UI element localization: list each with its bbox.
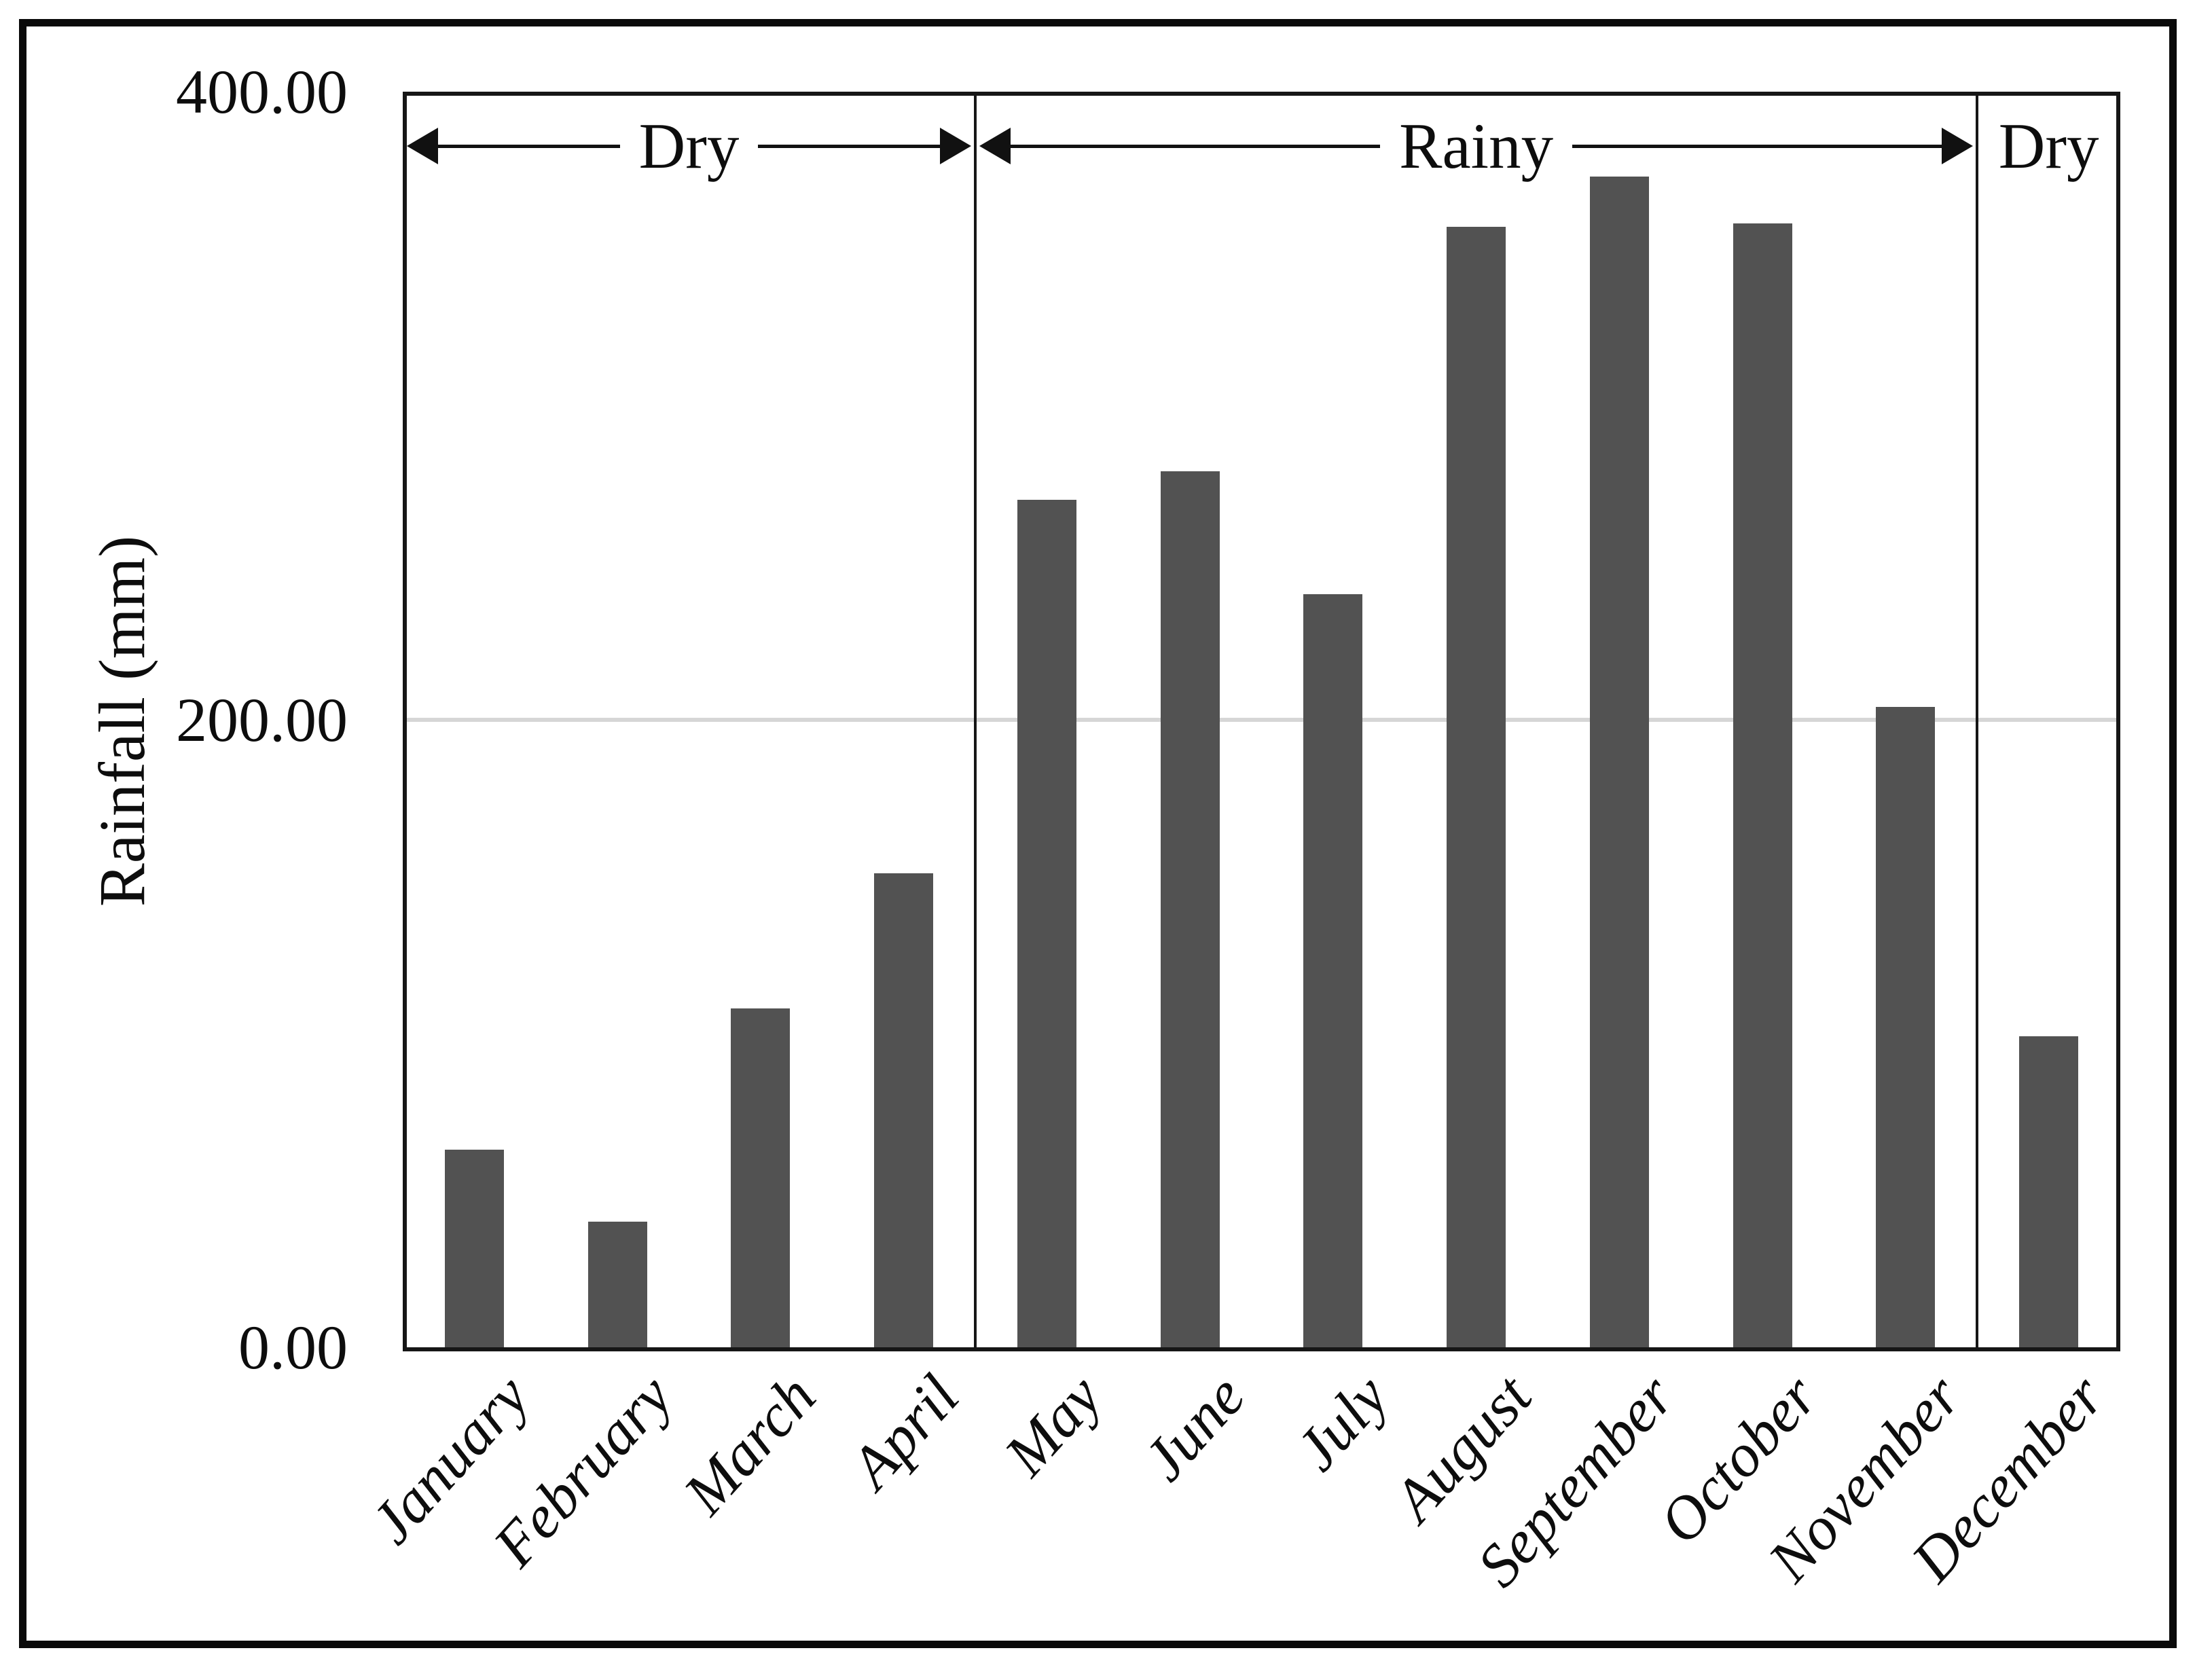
bar-april	[874, 873, 934, 1347]
axis-right	[2116, 92, 2120, 1351]
y-tick-label-0: 0.00	[238, 1313, 348, 1382]
season-annotation-rainy: Rainy	[979, 109, 1974, 183]
bar-july	[1303, 594, 1363, 1347]
bar-february	[587, 1222, 647, 1347]
arrow-shaft	[1011, 144, 1381, 148]
season-label: Dry	[1998, 110, 2099, 182]
axis-left	[403, 92, 407, 1351]
season-divider	[1976, 92, 1979, 1351]
bar-may	[1017, 499, 1076, 1347]
axis-bottom	[403, 1347, 2120, 1351]
bar-august	[1447, 226, 1506, 1347]
bar-october	[1733, 223, 1792, 1347]
arrow-shaft	[438, 144, 620, 148]
y-tick-label-200: 200.00	[176, 685, 348, 754]
season-divider	[974, 92, 977, 1351]
season-annotation-dry-late: Dry	[1977, 109, 2120, 183]
arrow-right-icon	[940, 128, 971, 164]
bar-march	[731, 1008, 791, 1347]
arrow-left-icon	[979, 128, 1011, 164]
bar-november	[1876, 707, 1936, 1347]
y-tick-label-400: 400.00	[176, 57, 348, 126]
season-annotation-dry-early: Dry	[407, 109, 971, 183]
plot-area	[403, 92, 2120, 1351]
arrow-left-icon	[407, 128, 438, 164]
season-label: Dry	[638, 110, 740, 182]
arrow-shaft	[758, 144, 940, 148]
axis-top	[403, 92, 2120, 96]
bar-june	[1160, 471, 1220, 1347]
bar-september	[1589, 176, 1649, 1347]
gridline-200	[403, 717, 2120, 722]
arrow-right-icon	[1942, 128, 1974, 164]
bar-january	[444, 1149, 504, 1347]
arrow-shaft	[1572, 144, 1942, 148]
figure-border	[19, 19, 2177, 1648]
season-label: Rainy	[1399, 110, 1554, 182]
bar-december	[2019, 1036, 2079, 1347]
